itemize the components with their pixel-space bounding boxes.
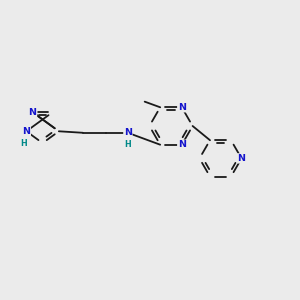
Text: N: N [124, 128, 132, 137]
Text: N: N [22, 127, 30, 136]
Text: H: H [20, 139, 27, 148]
Text: H: H [124, 140, 131, 149]
Text: N: N [178, 140, 186, 149]
Text: N: N [238, 154, 245, 163]
Text: N: N [178, 103, 186, 112]
Text: N: N [28, 108, 37, 117]
